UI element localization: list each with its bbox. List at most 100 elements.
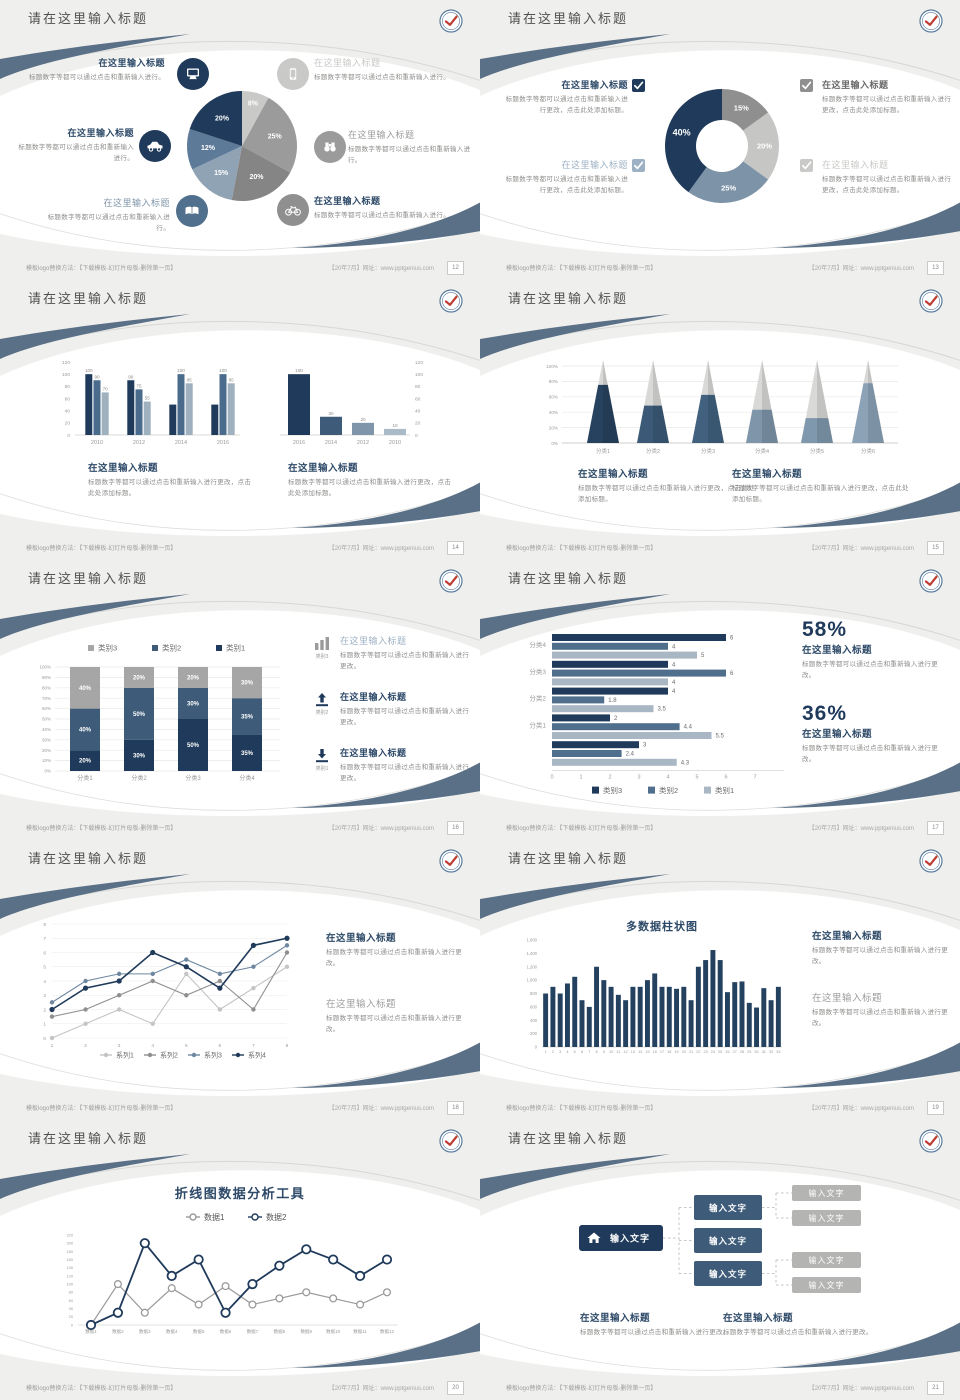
svg-text:120: 120: [67, 1273, 74, 1278]
tree-root-node[interactable]: 输入文字: [579, 1225, 663, 1251]
footer-site: 【20年7月】网址：www.pptgenius.com: [328, 546, 434, 552]
footer-note: 模板logo替换方法：【下载模板-幻灯片母版-删除第一页】: [26, 1106, 177, 1112]
diagram-caption: 在这里输入标题 标题数字等都可以通过点击和重新输入进行更改。: [723, 1310, 881, 1338]
svg-text:21: 21: [689, 1050, 693, 1054]
svg-text:60%: 60%: [549, 395, 558, 400]
svg-text:类别3: 类别3: [316, 653, 329, 660]
tree-mid-node[interactable]: 输入文字: [694, 1195, 762, 1220]
svg-text:40: 40: [415, 408, 421, 414]
school-logo-icon: [438, 1128, 464, 1154]
block-heading: 在这里输入标题: [802, 645, 873, 656]
svg-text:6: 6: [730, 636, 734, 642]
svg-text:50%: 50%: [133, 712, 146, 718]
svg-text:10: 10: [609, 1050, 613, 1054]
svg-text:40: 40: [65, 408, 71, 414]
callout: 在这里输入标题 标题数字等都可以通过点击和重新输入进行更改，点击此处添加标题。: [500, 78, 628, 116]
svg-text:分类4: 分类4: [529, 640, 546, 649]
checkbox-checked-icon[interactable]: [800, 79, 813, 92]
slide-footer: 模板logo替换方法：【下载模板-幻灯片母版-删除第一页】 【20年7月】网址：…: [0, 1376, 480, 1400]
tree-leaf-node[interactable]: 输入文字: [792, 1277, 861, 1293]
block-body: 标题数字等都可以通过点击和重新输入进行更改，点击此处添加标题。: [288, 479, 452, 498]
svg-text:85: 85: [229, 377, 235, 382]
svg-text:输入文字: 输入文字: [809, 1213, 845, 1223]
callout: 在这里输入标题 标题数字等都可以通过点击和重新输入进行。: [12, 126, 134, 164]
svg-text:30%: 30%: [42, 737, 51, 742]
svg-text:2: 2: [552, 1050, 554, 1054]
block-body: 标题数字等都可以通过点击和重新输入进行更改，点击此处添加标题。: [505, 96, 628, 115]
svg-text:类别1: 类别1: [316, 765, 329, 772]
svg-text:23: 23: [704, 1050, 708, 1054]
svg-text:31: 31: [762, 1050, 766, 1054]
svg-text:类别3: 类别3: [603, 785, 622, 795]
tree-leaf-node[interactable]: 输入文字: [792, 1210, 861, 1226]
chart-caption: 在这里输入标题 标题数字等都可以通过点击和重新输入进行更改。: [326, 996, 466, 1035]
tree-leaf-node[interactable]: 输入文字: [792, 1185, 861, 1201]
checkbox-checked-icon[interactable]: [800, 159, 813, 172]
download-icon: [316, 749, 328, 763]
slide-title: 请在这里输入标题: [28, 1131, 149, 1146]
svg-text:数据5: 数据5: [193, 1328, 205, 1335]
svg-text:数据6: 数据6: [220, 1328, 232, 1335]
page-number: 18: [447, 1101, 464, 1115]
slide-title: 请在这里输入标题: [28, 851, 149, 866]
svg-text:7: 7: [43, 936, 46, 942]
tree-mid-node[interactable]: 输入文字: [694, 1261, 762, 1286]
svg-text:分类6: 分类6: [861, 447, 875, 455]
svg-text:5: 5: [701, 653, 705, 659]
callout: 在这里输入标题 标题数字等都可以通过点击和重新输入进行更改，点击此处添加标题。: [822, 158, 954, 196]
stat-block: 36% 在这里输入标题 标题数字等都可以通过点击和重新输入进行更改。: [802, 702, 942, 765]
svg-text:10%: 10%: [42, 758, 51, 763]
svg-text:分类5: 分类5: [810, 447, 824, 455]
svg-text:100: 100: [219, 368, 227, 373]
svg-text:数据2: 数据2: [112, 1328, 124, 1335]
svg-text:分类2: 分类2: [646, 447, 660, 455]
callout: 在这里输入标题 标题数字等都可以通过点击和重新输入进行更改。: [340, 746, 472, 784]
svg-text:3: 3: [559, 1050, 561, 1054]
chart-caption: 在这里输入标题 标题数字等都可以通过点击和重新输入进行更改，点击此处添加标题。: [732, 466, 912, 505]
svg-text:60%: 60%: [42, 706, 51, 711]
footer-site: 【20年7月】网址：www.pptgenius.com: [808, 826, 914, 832]
svg-text:20%: 20%: [79, 759, 92, 765]
svg-text:2012: 2012: [133, 440, 145, 446]
svg-text:25%: 25%: [268, 133, 283, 140]
school-logo-icon: [918, 568, 944, 594]
block-body: 标题数字等都可以通过点击和重新输入进行更改。: [723, 1329, 873, 1336]
slide-title: 请在这里输入标题: [508, 291, 629, 306]
block-heading: 在这里输入标题: [340, 636, 407, 646]
footer-site: 【20年7月】网址：www.pptgenius.com: [808, 1106, 914, 1112]
svg-text:19: 19: [674, 1050, 678, 1054]
svg-text:0%: 0%: [551, 441, 558, 446]
stat-value: 36%: [802, 702, 848, 725]
school-logo-icon: [438, 568, 464, 594]
monitor-icon-badge: [177, 58, 209, 90]
svg-text:20%: 20%: [250, 174, 265, 181]
svg-text:5: 5: [695, 775, 698, 781]
svg-text:2: 2: [84, 1043, 87, 1049]
svg-text:85: 85: [187, 377, 193, 382]
page-number: 15: [927, 541, 944, 555]
svg-text:4: 4: [672, 689, 676, 695]
svg-text:4: 4: [566, 1050, 568, 1054]
tree-mid-node[interactable]: 输入文字: [694, 1228, 762, 1253]
svg-text:0: 0: [43, 1036, 46, 1042]
footer-note: 模板logo替换方法：【下载模板-幻灯片母版-删除第一页】: [506, 266, 657, 272]
checkbox-checked-icon[interactable]: [632, 159, 645, 172]
svg-text:分类2: 分类2: [131, 774, 147, 782]
svg-text:数据3: 数据3: [139, 1328, 151, 1335]
block-heading: 在这里输入标题: [561, 160, 628, 170]
svg-text:50%: 50%: [187, 743, 200, 749]
slide-footer: 模板logo替换方法：【下载模板-幻灯片母版-删除第一页】 【20年7月】网址：…: [480, 1096, 960, 1120]
svg-text:30%: 30%: [187, 701, 200, 707]
svg-text:4: 4: [672, 644, 676, 650]
svg-text:输入文字: 输入文字: [809, 1280, 845, 1290]
tree-leaf-node[interactable]: 输入文字: [792, 1252, 861, 1268]
block-body: 标题数字等都可以通过点击和重新输入进行更改。: [802, 661, 938, 680]
svg-text:160: 160: [67, 1257, 74, 1262]
slide-footer: 模板logo替换方法：【下载模板-幻灯片母版-删除第一页】 【20年7月】网址：…: [480, 1376, 960, 1400]
slide-content: 折线图数据分析工具 数据1 数据2 0 20 40 60 80 100 120 140 160 180 2…: [0, 1120, 480, 1400]
svg-text:32: 32: [769, 1050, 773, 1054]
slide-title: 请在这里输入标题: [28, 291, 149, 306]
checkbox-checked-icon[interactable]: [632, 79, 645, 92]
